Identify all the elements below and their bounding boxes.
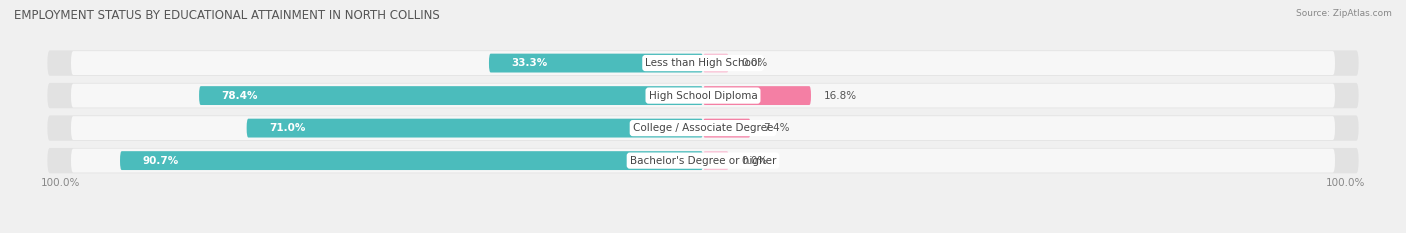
Text: EMPLOYMENT STATUS BY EDUCATIONAL ATTAINMENT IN NORTH COLLINS: EMPLOYMENT STATUS BY EDUCATIONAL ATTAINM… xyxy=(14,9,440,22)
Text: High School Diploma: High School Diploma xyxy=(648,91,758,101)
Text: Bachelor's Degree or higher: Bachelor's Degree or higher xyxy=(630,156,776,166)
Text: 0.0%: 0.0% xyxy=(741,58,768,68)
FancyBboxPatch shape xyxy=(703,151,728,170)
FancyBboxPatch shape xyxy=(48,148,1358,173)
FancyBboxPatch shape xyxy=(703,119,751,137)
Text: Source: ZipAtlas.com: Source: ZipAtlas.com xyxy=(1296,9,1392,18)
FancyBboxPatch shape xyxy=(72,51,1334,75)
Text: 71.0%: 71.0% xyxy=(269,123,305,133)
Text: 0.0%: 0.0% xyxy=(741,156,768,166)
Text: 16.8%: 16.8% xyxy=(824,91,858,101)
FancyBboxPatch shape xyxy=(200,86,703,105)
FancyBboxPatch shape xyxy=(246,119,703,137)
Text: 100.0%: 100.0% xyxy=(1326,178,1365,188)
Text: 90.7%: 90.7% xyxy=(142,156,179,166)
Text: 33.3%: 33.3% xyxy=(512,58,548,68)
FancyBboxPatch shape xyxy=(48,115,1358,141)
FancyBboxPatch shape xyxy=(703,86,811,105)
FancyBboxPatch shape xyxy=(703,54,728,72)
FancyBboxPatch shape xyxy=(120,151,703,170)
FancyBboxPatch shape xyxy=(489,54,703,72)
Text: 78.4%: 78.4% xyxy=(222,91,259,101)
FancyBboxPatch shape xyxy=(72,149,1334,173)
FancyBboxPatch shape xyxy=(48,50,1358,76)
Text: 100.0%: 100.0% xyxy=(41,178,80,188)
Text: College / Associate Degree: College / Associate Degree xyxy=(633,123,773,133)
Text: Less than High School: Less than High School xyxy=(645,58,761,68)
Text: 7.4%: 7.4% xyxy=(763,123,790,133)
Legend: In Labor Force, Unemployed: In Labor Force, Unemployed xyxy=(606,231,800,233)
FancyBboxPatch shape xyxy=(48,83,1358,108)
FancyBboxPatch shape xyxy=(72,84,1334,108)
FancyBboxPatch shape xyxy=(72,116,1334,140)
